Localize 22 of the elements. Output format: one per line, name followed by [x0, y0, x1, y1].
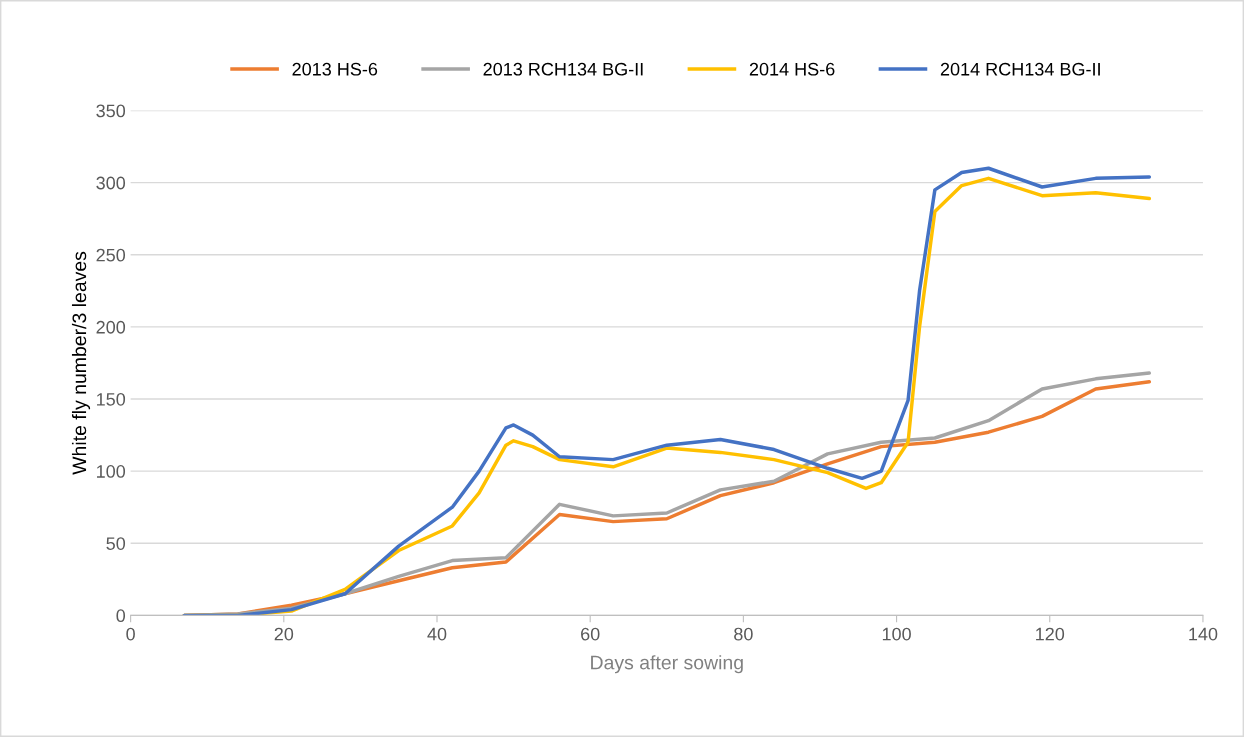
- y-tick-label: 250: [96, 248, 126, 262]
- y-tick-label: 300: [96, 176, 126, 190]
- y-tick-label: 200: [96, 320, 126, 334]
- x-tick-label: 140: [1189, 627, 1218, 641]
- x-tick-label: 100: [882, 627, 911, 641]
- x-tick-label: 60: [581, 627, 600, 641]
- y-tick-label: 50: [106, 537, 126, 550]
- y-axis-title: White fly number/3 leaves: [71, 251, 91, 475]
- legend-label: 2014 HS-6: [749, 62, 835, 76]
- legend-label: 2013 HS-6: [292, 62, 378, 76]
- legend-label: 2014 RCH134 BG-II: [940, 62, 1100, 76]
- legend-label: 2013 RCH134 BG-II: [483, 62, 643, 76]
- x-tick-label: 20: [274, 627, 294, 641]
- x-tick-label: 0: [126, 627, 135, 641]
- y-tick-label: 0: [116, 609, 126, 623]
- y-tick-label: 350: [96, 104, 126, 118]
- x-tick-label: 80: [734, 627, 753, 641]
- x-tick-label: 40: [427, 627, 447, 641]
- x-tick-label: 120: [1036, 627, 1065, 641]
- y-tick-label: 100: [97, 465, 126, 478]
- y-tick-label: 150: [97, 392, 126, 406]
- x-axis-title: Days after sowing: [591, 655, 743, 674]
